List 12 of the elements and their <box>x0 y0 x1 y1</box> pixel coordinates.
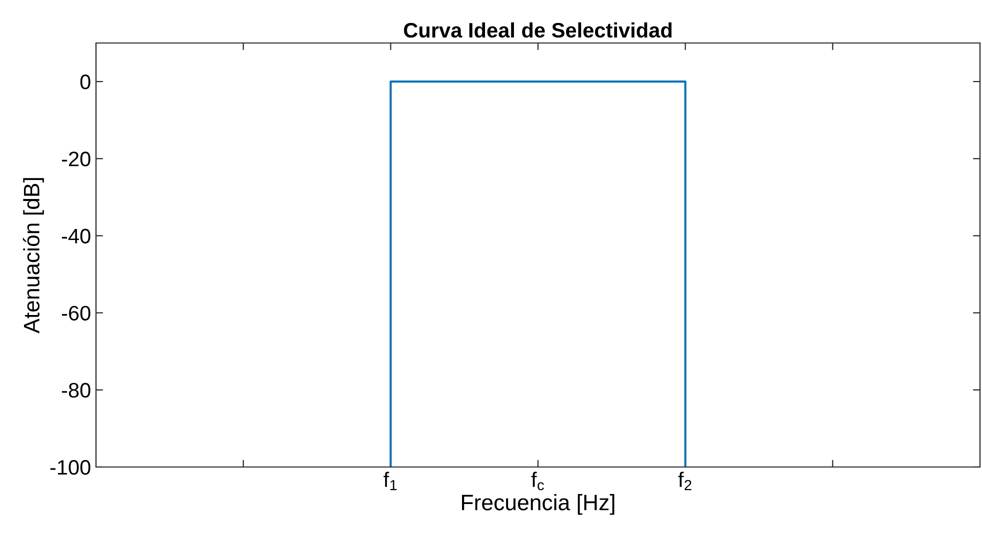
x-axis-title: Frecuencia [Hz] <box>462 494 614 515</box>
x-tick-label: f$_{1}$ <box>384 472 397 490</box>
y-tick-label: -60 <box>62 306 90 321</box>
y-axis-title: Atenuación [dB] <box>22 178 44 334</box>
y-tick-label: 0 <box>80 74 90 90</box>
y-tick-label: -100 <box>50 460 90 475</box>
chart-title: Curva Ideal de Selectividad <box>404 22 672 38</box>
y-tick-label: -80 <box>62 382 90 398</box>
x-tick-label: f$_{2}$ <box>678 472 692 490</box>
y-tick-label: -20 <box>62 152 90 166</box>
y-tick-label: -40 <box>62 228 90 244</box>
x-tick-label: f$_{c}$ <box>531 472 544 490</box>
